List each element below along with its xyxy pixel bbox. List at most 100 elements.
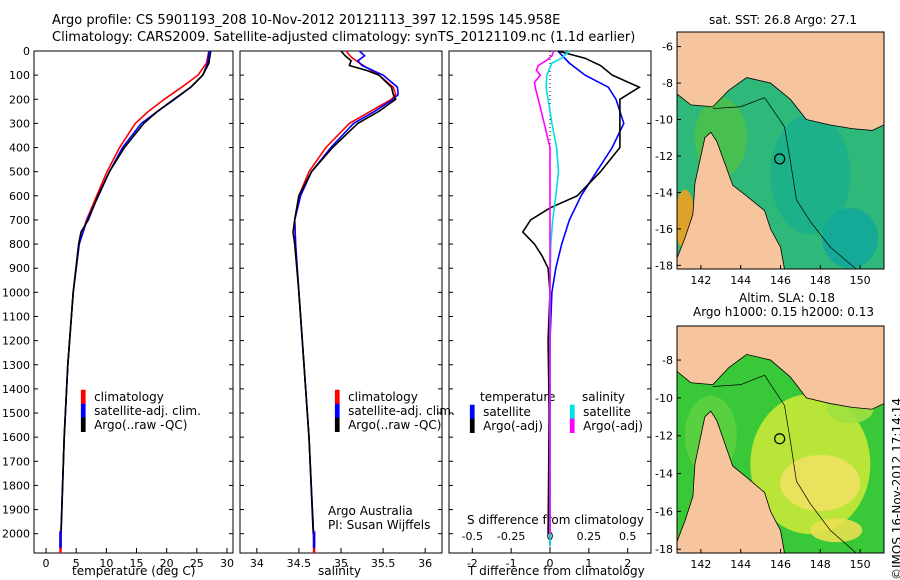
- s-tick-label-3: 0.25: [577, 530, 602, 543]
- depth-tick-label-5: 500: [9, 166, 30, 179]
- diff-legend-temp-header: temperature: [480, 390, 556, 404]
- argo-australia-note: Argo Australia: [328, 504, 413, 518]
- x-tick-label-1-2: 35: [334, 557, 348, 570]
- sal-legend-satellite: ▌ satellite-adj. clim.: [335, 404, 455, 418]
- land-cape-york-sla-map: [677, 410, 785, 553]
- depth-tick-label-16: 1600: [2, 431, 30, 444]
- depth-tick-label-1: 100: [9, 69, 30, 82]
- field-patch-sla-map-1: [780, 455, 861, 512]
- x-tick-label-0-1: 5: [73, 557, 80, 570]
- panel-frame-0: [33, 50, 234, 554]
- depth-tick-label-6: 600: [9, 190, 30, 203]
- map-layers-sla-map: [677, 326, 884, 553]
- map-ytick-label-sla-map-1: -10: [655, 392, 673, 405]
- map-ytick-label-sla-map-4: -16: [655, 505, 673, 518]
- bathymetry-contour-sla-map: [712, 374, 857, 553]
- temp-legend-satellite: ▌ satellite-adj. clim.: [81, 404, 201, 418]
- map-xtick-label-sla-map-2: 146: [770, 558, 791, 571]
- map-ytick-label-sst-map-2: -10: [655, 114, 673, 127]
- map-xtick-label-sst-map-3: 148: [810, 274, 831, 287]
- difference-xlabel: T difference from climatology: [468, 564, 645, 578]
- depth-tick-label-3: 300: [9, 117, 30, 130]
- map-sla-map: [676, 325, 885, 554]
- x-tick-label-0-2: 10: [99, 557, 113, 570]
- series-line-temperature-profile-2: [60, 50, 212, 534]
- map-ytick-label-sst-map-1: -8: [662, 77, 673, 90]
- depth-tick-label-8: 800: [9, 238, 30, 251]
- bathymetry-contour-sst-map: [712, 97, 857, 269]
- map-ytick-label-sst-map-4: -14: [655, 186, 673, 199]
- field-patch-sst-map-3: [822, 208, 879, 269]
- series-line-difference-profile-1: [521, 50, 641, 534]
- depth-tick-label-20: 2000: [2, 528, 30, 541]
- depth-tick-label-11: 1100: [2, 310, 30, 323]
- depth-tick-label-4: 400: [9, 142, 30, 155]
- depth-tick-label-0: 0: [23, 45, 30, 58]
- s-tick-label-1: -0.25: [497, 530, 525, 543]
- x-tick-label-1-0: 34: [250, 557, 264, 570]
- difference-top-label: S difference from climatology: [467, 513, 644, 527]
- map-xtick-label-sst-map-1: 144: [730, 274, 751, 287]
- map-layers-sst-map: [677, 32, 884, 269]
- temp-legend-argo: ▌ Argo(..raw -QC): [81, 418, 188, 432]
- temp-legend: ▌ climatology ▌ satellite-adj. clim. ▌ A…: [81, 390, 201, 432]
- depth-tick-label-2: 200: [9, 93, 30, 106]
- argo-position-marker-sla-map: [774, 433, 786, 445]
- diff-legend-s-sat: ▌ satellite: [570, 405, 631, 419]
- x-tick-label-1-1: 34.5: [287, 557, 312, 570]
- salinity-xlabel: salinity: [318, 564, 362, 578]
- diff-legend-s-argo: ▌ Argo(-adj): [570, 419, 643, 433]
- x-tick-label-2-4: 2: [624, 557, 631, 570]
- x-tick-label-0-3: 15: [130, 557, 144, 570]
- map-ytick-label-sst-map-0: -6: [662, 41, 673, 54]
- map-ytick-label-sst-map-6: -18: [655, 259, 673, 272]
- x-tick-label-2-2: 0: [547, 557, 554, 570]
- series-line-salinity-profile-2: [292, 50, 397, 534]
- x-tick-label-2-1: -1: [506, 557, 517, 570]
- title-line-1: Argo profile: CS 5901193_208 10-Nov-2012…: [52, 13, 561, 28]
- map-xtick-label-sla-map-3: 148: [810, 558, 831, 571]
- field-patch-sla-map-4: [810, 518, 863, 543]
- temp-legend-climatology: ▌ climatology: [81, 390, 164, 404]
- map-xtick-label-sla-map-0: 142: [690, 558, 711, 571]
- s-tick-label-0: -0.5: [462, 530, 483, 543]
- sal-legend-argo: ▌ Argo(..raw -QC): [335, 418, 442, 432]
- depth-tick-label-18: 1800: [2, 479, 30, 492]
- x-tick-label-2-3: 1: [585, 557, 592, 570]
- x-tick-label-0-4: 20: [160, 557, 174, 570]
- depth-tick-label-10: 1000: [2, 286, 30, 299]
- depth-tick-label-15: 1500: [2, 407, 30, 420]
- map-ytick-label-sla-map-2: -12: [655, 430, 673, 443]
- pi-note: PI: Susan Wijffels: [328, 518, 431, 532]
- x-tick-label-0-5: 25: [190, 557, 204, 570]
- x-tick-label-0-0: 0: [43, 557, 50, 570]
- depth-tick-label-9: 900: [9, 262, 30, 275]
- depth-tick-label-13: 1300: [2, 359, 30, 372]
- map-ytick-label-sla-map-3: -14: [655, 468, 673, 481]
- land-new-guinea-sla-map: [677, 326, 884, 410]
- map-ytick-label-sst-map-5: -16: [655, 223, 673, 236]
- sal-legend: ▌ climatology ▌ satellite-adj. clim. ▌ A…: [335, 390, 455, 432]
- map-xtick-label-sst-map-4: 150: [850, 274, 871, 287]
- map-ytick-label-sla-map-0: -8: [662, 354, 673, 367]
- temperature-xlabel: temperature (deg C): [72, 564, 196, 578]
- sst-map-title: sat. SST: 26.8 Argo: 27.1: [709, 13, 858, 27]
- panel-frame-1: [239, 50, 443, 554]
- series-line-difference-profile-0: [549, 50, 625, 546]
- map-xtick-label-sst-map-0: 142: [690, 274, 711, 287]
- x-tick-label-1-4: 36: [418, 557, 432, 570]
- sal-legend-climatology: ▌ climatology: [335, 390, 418, 404]
- argo-position-marker-sst-map: [774, 153, 786, 165]
- s-tick-label-4: 0.5: [619, 530, 637, 543]
- x-tick-label-0-6: 30: [220, 557, 234, 570]
- x-tick-label-2-0: -2: [467, 557, 478, 570]
- series-line-temperature-profile-0: [59, 50, 210, 546]
- map-xtick-label-sla-map-4: 150: [850, 558, 871, 571]
- diff-legend-t-sat: ▌ satellite: [470, 405, 531, 419]
- diff-legend-t-argo: ▌ Argo(-adj): [470, 419, 543, 433]
- land-new-guinea-sst-map: [677, 32, 884, 131]
- diff-legend-sal-header: salinity: [582, 390, 626, 404]
- series-line-difference-profile-3: [533, 50, 555, 534]
- map-sst-map: [676, 31, 885, 270]
